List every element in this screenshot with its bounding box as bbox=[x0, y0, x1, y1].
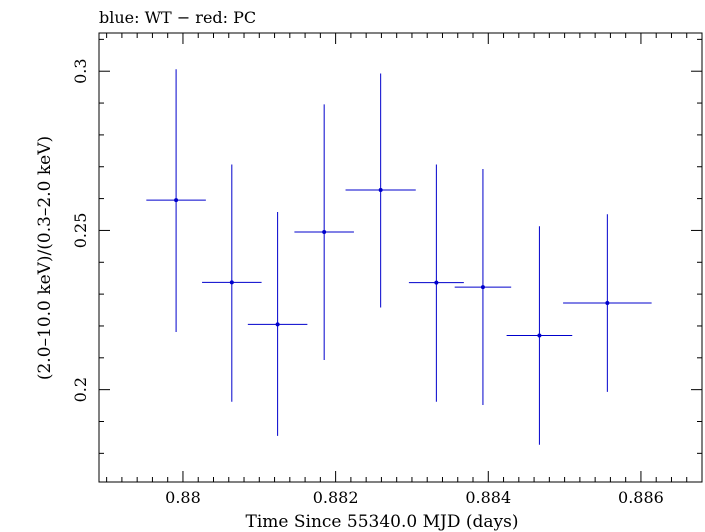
x-axis-label: Time Since 55340.0 MJD (days) bbox=[246, 512, 519, 532]
data-point bbox=[146, 69, 206, 333]
x-tick-label: 0.886 bbox=[618, 488, 664, 507]
series-wt bbox=[146, 69, 652, 445]
data-point bbox=[294, 104, 354, 361]
data-point bbox=[454, 168, 512, 405]
chart-title: blue: WT − red: PC bbox=[99, 8, 256, 27]
x-tick-label: 0.884 bbox=[465, 488, 511, 507]
y-axis-label: (2.0–10.0 keV)/(0.3–2.0 keV) bbox=[35, 136, 55, 380]
x-tick-label: 0.882 bbox=[313, 488, 359, 507]
y-axis: 0.2 0.25 0.3 bbox=[71, 38, 702, 454]
data-point bbox=[202, 164, 262, 402]
data-point bbox=[247, 211, 308, 436]
x-axis: 0.88 0.882 0.884 0.886 bbox=[106, 33, 703, 507]
data-point bbox=[563, 214, 652, 392]
y-tick-label: 0.25 bbox=[71, 213, 90, 249]
y-tick-label: 0.3 bbox=[71, 58, 90, 83]
x-tick-label: 0.88 bbox=[165, 488, 201, 507]
data-point bbox=[345, 73, 416, 308]
plot-frame bbox=[98, 32, 703, 483]
point-marker bbox=[537, 333, 542, 338]
point-marker bbox=[434, 280, 439, 285]
point-marker bbox=[229, 280, 234, 285]
point-marker bbox=[378, 187, 383, 192]
point-marker bbox=[275, 322, 280, 327]
data-point bbox=[408, 164, 464, 402]
point-marker bbox=[174, 198, 179, 203]
point-marker bbox=[480, 285, 485, 290]
point-marker bbox=[605, 301, 610, 306]
point-marker bbox=[322, 230, 327, 235]
y-tick-label: 0.2 bbox=[71, 377, 90, 402]
data-point bbox=[506, 226, 573, 445]
